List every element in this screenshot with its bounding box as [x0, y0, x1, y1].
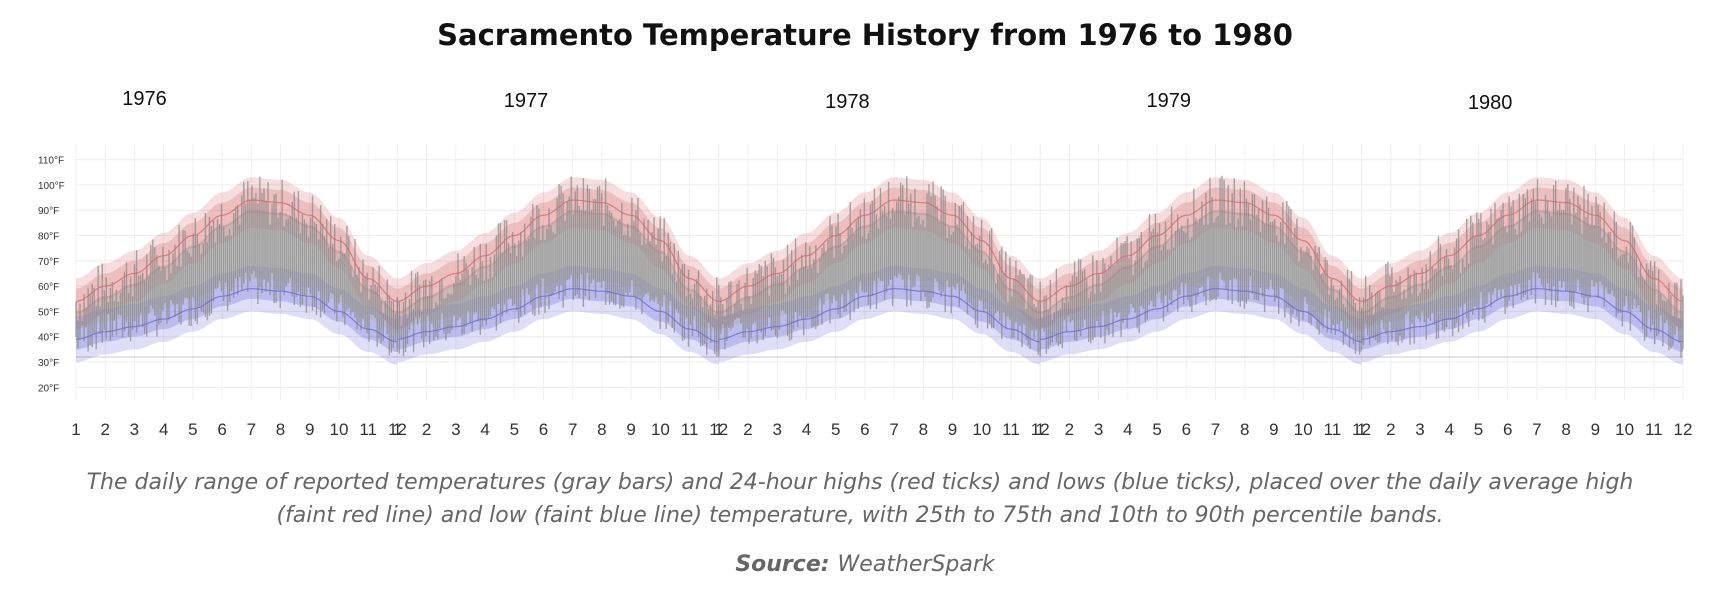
month-tick-label: 3 — [1415, 420, 1424, 439]
month-tick-label: 6 — [1182, 420, 1191, 439]
month-tick-label: 9 — [1591, 420, 1600, 439]
month-tick-label: 3 — [772, 420, 781, 439]
month-tick-label: 7 — [889, 420, 898, 439]
month-tick-label: 8 — [276, 420, 285, 439]
y-tick-label: 60°F — [38, 282, 59, 293]
month-tick-label: 7 — [1532, 420, 1541, 439]
y-tick-label: 40°F — [38, 333, 59, 344]
month-tick-label: 9 — [305, 420, 314, 439]
month-tick-label: 2 — [743, 420, 752, 439]
month-tick-label: 10 — [1294, 420, 1313, 439]
month-tick-label: 1 — [714, 420, 723, 439]
y-tick-label: 80°F — [38, 232, 59, 243]
month-tick-label: 8 — [1240, 420, 1249, 439]
month-tick-label: 7 — [568, 420, 577, 439]
y-tick-label: 20°F — [38, 383, 59, 394]
month-tick-label: 5 — [831, 420, 840, 439]
y-tick-label: 50°F — [38, 307, 59, 318]
month-tick-label: 10 — [330, 420, 349, 439]
month-tick-label: 10 — [651, 420, 670, 439]
month-tick-label: 7 — [247, 420, 256, 439]
month-tick-label: 2 — [1386, 420, 1395, 439]
month-tick-label: 9 — [948, 420, 957, 439]
month-tick-label: 10 — [1615, 420, 1634, 439]
y-tick-label: 30°F — [38, 358, 59, 369]
month-tick-label: 5 — [188, 420, 197, 439]
month-tick-label: 3 — [451, 420, 460, 439]
month-tick-label: 11 — [1324, 420, 1342, 439]
month-tick-label: 2 — [1065, 420, 1074, 439]
month-tick-label: 9 — [1269, 420, 1278, 439]
month-tick-label: 11 — [681, 420, 699, 439]
month-tick-label: 3 — [130, 420, 139, 439]
month-tick-label: 11 — [1645, 420, 1663, 439]
month-tick-label: 5 — [510, 420, 519, 439]
month-tick-label: 6 — [860, 420, 869, 439]
year-label: 1980 — [1468, 92, 1513, 114]
month-tick-label: 4 — [1123, 420, 1132, 439]
year-label: 1976 — [122, 88, 167, 110]
month-tick-label: 4 — [480, 420, 489, 439]
month-tick-label: 6 — [1503, 420, 1512, 439]
month-tick-label: 9 — [626, 420, 635, 439]
month-tick-label: 2 — [422, 420, 431, 439]
month-tick-label: 4 — [802, 420, 811, 439]
y-tick-label: 100°F — [38, 181, 65, 192]
month-tick-label: 4 — [1445, 420, 1454, 439]
temperature-chart: 110°F 100°F 90°F 80°F 70°F 60°F 50°F 40°F 30°F 20… — [0, 80, 1730, 440]
month-tick-label: 11 — [1002, 420, 1020, 439]
month-tick-label: 1 — [393, 420, 402, 439]
month-tick-label: 6 — [217, 420, 226, 439]
month-tick-label: 5 — [1152, 420, 1161, 439]
y-tick-label: 70°F — [38, 257, 59, 268]
month-tick-label: 1 — [1357, 420, 1366, 439]
source-label: Source: — [735, 552, 829, 577]
month-tick-label: 8 — [597, 420, 606, 439]
month-tick-label: 4 — [159, 420, 168, 439]
month-tick-label: 6 — [539, 420, 548, 439]
y-tick-label: 110°F — [38, 156, 64, 167]
year-label: 1979 — [1147, 90, 1192, 112]
year-label: 1978 — [825, 91, 870, 113]
month-tick-label: 7 — [1211, 420, 1220, 439]
month-tick-label: 8 — [919, 420, 928, 439]
month-tick-label: 1 — [1035, 420, 1044, 439]
month-tick-label: 2 — [100, 420, 109, 439]
month-tick-label: 3 — [1094, 420, 1103, 439]
year-label: 1977 — [504, 90, 549, 112]
source-line: Source: WeatherSpark — [0, 552, 1730, 577]
y-tick-label: 90°F — [38, 206, 59, 217]
month-tick-label: 5 — [1474, 420, 1483, 439]
month-tick-label: 8 — [1561, 420, 1570, 439]
chart-caption: The daily range of reported temperatures… — [60, 466, 1660, 532]
month-tick-label: 11 — [359, 420, 377, 439]
chart-title: Sacramento Temperature History from 1976… — [0, 18, 1730, 52]
month-tick-label: 1 — [71, 420, 80, 439]
month-tick-label: 12 — [1674, 420, 1693, 439]
month-tick-label: 10 — [972, 420, 991, 439]
source-value: WeatherSpark — [838, 552, 995, 577]
